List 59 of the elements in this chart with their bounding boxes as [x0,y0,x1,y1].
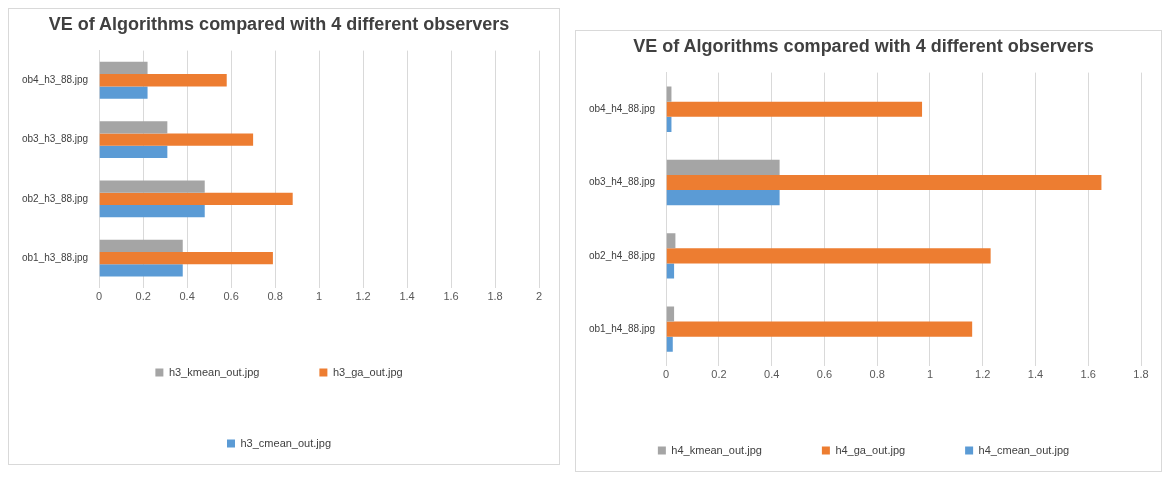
x-tick-label: 0.8 [267,290,283,303]
bar [666,248,991,264]
x-tick-label: 1.6 [443,290,459,303]
bar [99,252,273,265]
bar [666,336,673,352]
legend-label: h3_kmean_out.jpg [168,365,260,378]
bar [99,133,254,146]
y-tick-label: ob4_h4_88.jpg [588,103,656,114]
x-tick-label: 0 [96,290,103,303]
x-tick-label: 1.6 [1080,368,1096,381]
bar [666,233,676,249]
bar [666,159,780,175]
x-tick-label: 0.4 [764,368,780,381]
x-tick-label: 0.4 [179,290,195,303]
bar [99,74,227,87]
bar [99,61,148,75]
bar [666,263,675,279]
x-tick-label: 0 [663,368,670,381]
bar [666,321,973,337]
y-tick-label: ob3_h3_88.jpg [21,133,89,145]
bar [666,190,780,206]
chart-title: VE of Algorithms compared with 4 different observers [633,35,1094,56]
x-tick-label: 2 [535,290,543,303]
bar [99,86,148,99]
y-tick-label: ob4_h3_88.jpg [21,74,89,85]
legend-label: h3_cmean_out.jpg [240,436,332,449]
x-tick-label: 1 [926,368,934,381]
bar [99,204,205,218]
y-tick-label: ob2_h3_88.jpg [21,192,89,204]
x-tick-label: 1.4 [399,290,415,303]
legend-label: h3_ga_out.jpg [332,365,403,378]
bar [99,145,168,158]
legend-label: h4_ga_out.jpg [835,443,906,456]
x-tick-label: 1.2 [975,368,991,381]
x-tick-label: 1.2 [355,290,371,303]
bar [99,180,205,193]
legend-label: h4_cmean_out.jpg [978,443,1070,456]
x-tick-label: 0.6 [816,368,833,381]
x-tick-label: 1.8 [487,290,503,303]
bar [666,306,675,322]
y-tick-label: ob2_h4_88.jpg [588,249,656,261]
x-tick-label: 0.8 [869,368,885,381]
bar [99,264,183,277]
bar [666,174,1102,191]
y-tick-label: ob1_h4_88.jpg [588,322,656,334]
bar [99,192,293,205]
y-tick-label: ob1_h3_88.jpg [21,251,89,263]
legend-label: h4_kmean_out.jpg [671,443,762,456]
x-tick-label: 1 [316,290,323,303]
chart-title: VE of Algorithms compared with 4 different observers [48,13,510,34]
x-tick-label: 0.6 [223,290,239,303]
x-tick-label: 1.8 [1133,368,1149,381]
x-tick-label: 0.2 [135,290,151,303]
bar [99,239,183,253]
x-tick-label: 1.4 [1027,368,1044,381]
x-tick-label: 0.2 [711,368,727,381]
bar [666,101,923,117]
bar [99,121,168,134]
y-tick-label: ob3_h4_88.jpg [588,176,656,188]
